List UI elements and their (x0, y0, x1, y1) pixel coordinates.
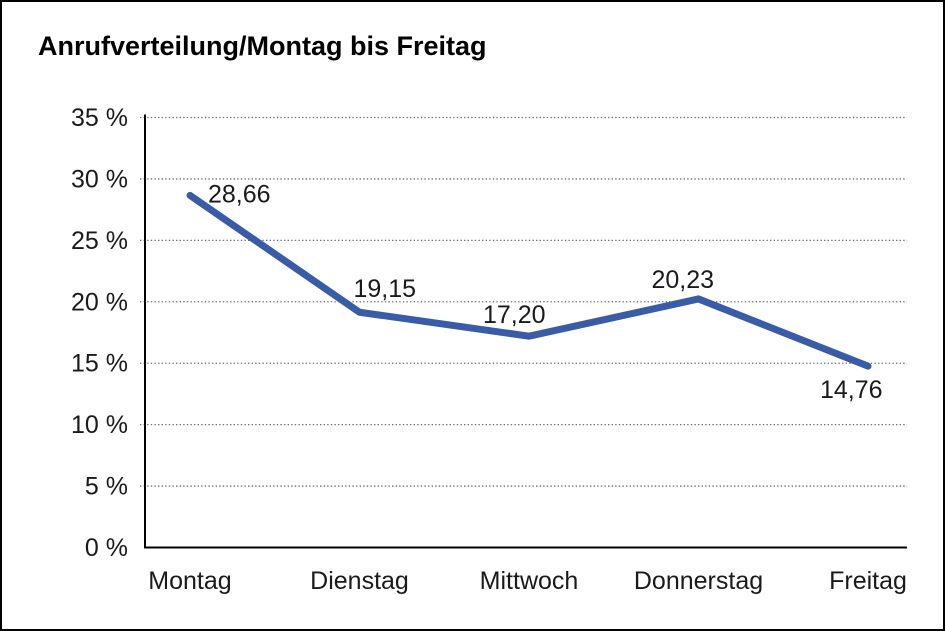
y-tick-label: 25 % (71, 227, 128, 255)
x-category-label: Montag (148, 567, 231, 595)
y-tick-label: 10 % (71, 411, 128, 439)
data-label: 28,66 (208, 180, 271, 208)
y-tick-label: 0 % (85, 534, 128, 562)
y-tick-label: 35 % (71, 104, 128, 132)
y-tick-label: 5 % (85, 473, 128, 501)
y-tick-label: 20 % (71, 288, 128, 316)
y-tick-label: 15 % (71, 350, 128, 378)
data-label: 17,20 (483, 301, 546, 329)
x-category-label: Donnerstag (634, 567, 763, 595)
data-label: 19,15 (354, 275, 417, 303)
x-category-label: Freitag (829, 567, 907, 595)
y-tick-label: 30 % (71, 165, 128, 193)
data-line (186, 191, 872, 370)
x-category-label: Dienstag (310, 567, 409, 595)
x-category-label: Mittwoch (480, 567, 579, 595)
data-label: 20,23 (652, 266, 715, 294)
data-label: 14,76 (820, 376, 883, 404)
chart-title: Anrufverteilung/Montag bis Freitag (38, 31, 487, 61)
